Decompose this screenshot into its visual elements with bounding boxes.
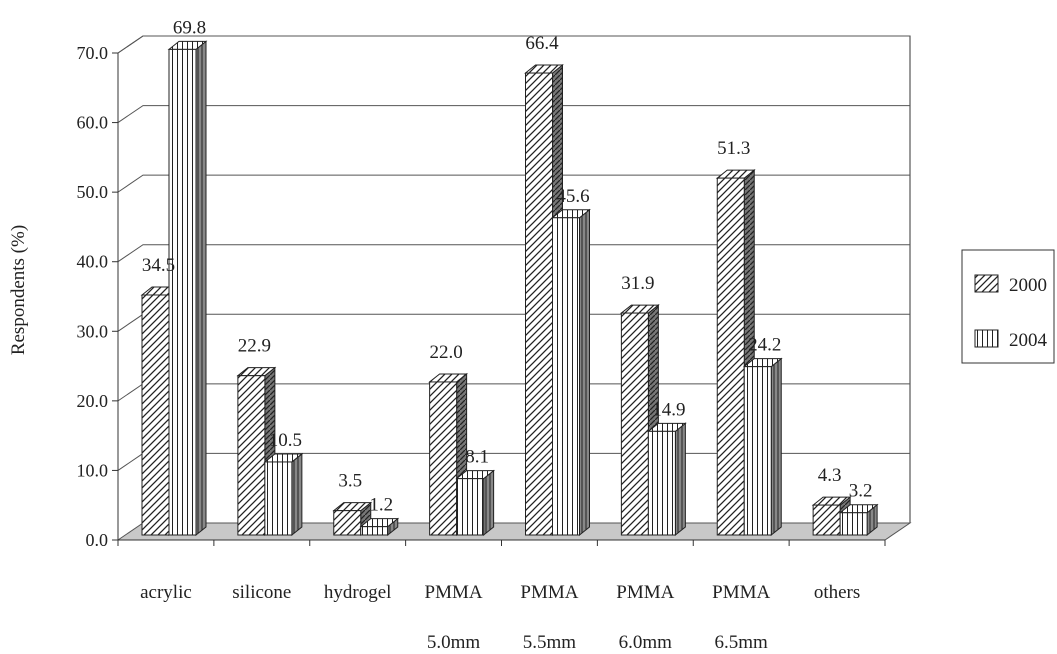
bar-2004-1 xyxy=(263,452,304,537)
value-label-2004-4: 45.6 xyxy=(556,186,589,207)
x-tick-label: PMMA xyxy=(712,582,770,603)
value-label-2000-1: 22.9 xyxy=(238,336,271,357)
bar-front xyxy=(620,312,649,536)
bar-side xyxy=(291,452,303,537)
value-label-2004-3: 8.1 xyxy=(465,447,489,468)
value-label-2000-4: 66.4 xyxy=(525,33,559,54)
gridline xyxy=(117,244,910,263)
bar-front xyxy=(716,177,745,536)
gridline xyxy=(117,383,910,402)
y-axis: 0.0 10.0 20.0 30.0 40.0 50.0 60.0 70.0 xyxy=(77,43,119,550)
x-tick-label: hydrogel xyxy=(324,582,392,603)
x-tick-label: acrylic xyxy=(140,582,192,603)
y-tick-label: 70.0 xyxy=(77,43,109,63)
y-tick-label: 40.0 xyxy=(77,252,109,272)
x-tick-label-sub: 5.0mm xyxy=(427,632,481,653)
value-label-2000-2: 3.5 xyxy=(338,471,362,492)
bar-2004-4 xyxy=(551,208,591,537)
bar-side xyxy=(483,469,495,537)
value-label-2000-0: 34.5 xyxy=(142,255,175,276)
bar-2004-6 xyxy=(742,357,783,537)
y-axis-title: Respondents (%) xyxy=(8,225,29,355)
bar-front xyxy=(552,217,580,536)
bars xyxy=(140,40,879,537)
bar-front xyxy=(456,478,485,536)
bar-front xyxy=(743,366,772,536)
y-tick-label: 50.0 xyxy=(77,182,109,202)
x-tick-label: PMMA xyxy=(425,582,483,603)
bar-front xyxy=(647,430,676,536)
value-label-2004-2: 1.2 xyxy=(369,495,393,516)
x-tick-label: others xyxy=(814,582,860,603)
value-label-2000-5: 31.9 xyxy=(621,273,654,294)
plot-frame xyxy=(117,35,911,540)
gridline xyxy=(117,174,910,193)
x-tick-label: PMMA xyxy=(520,582,578,603)
value-label-2004-5: 14.9 xyxy=(652,399,685,420)
x-tick-label-sub: 5.5mm xyxy=(523,632,577,653)
bar-front xyxy=(360,526,389,536)
y-tick-label: 10.0 xyxy=(77,460,109,480)
legend-label-2004: 2004 xyxy=(1009,330,1048,351)
value-label-2004-0: 69.8 xyxy=(173,17,206,38)
chart-back-wall xyxy=(117,35,911,540)
bar-2000-5 xyxy=(619,304,660,537)
gridline xyxy=(117,313,910,332)
gridline xyxy=(117,105,910,123)
value-label-2000-3: 22.0 xyxy=(430,342,463,363)
y-tick-label: 60.0 xyxy=(77,113,109,133)
value-label-2000-6: 51.3 xyxy=(717,138,750,159)
bar-side xyxy=(195,40,207,537)
bar-2004-3 xyxy=(455,469,496,537)
gridline xyxy=(117,452,910,471)
gridline xyxy=(117,35,910,54)
bar-front xyxy=(168,48,197,536)
value-labels: 34.5 69.8 22.9 10.5 3.5 1.2 22.0 8.1 66.4 45.6 31.… xyxy=(142,17,873,515)
x-axis: acrylic silicone hydrogel PMMA 5.0mm PMMA 5.5m… xyxy=(117,539,886,653)
bar-side xyxy=(579,208,590,537)
bar-front xyxy=(812,504,841,536)
y-tick-label: 20.0 xyxy=(77,391,109,411)
bar-2000-7 xyxy=(811,496,852,537)
y-tick-label: 30.0 xyxy=(77,321,109,341)
legend-swatch-2000 xyxy=(974,274,999,293)
bar-2004-5 xyxy=(646,422,687,537)
chart-floor xyxy=(116,522,912,541)
x-tick-label: silicone xyxy=(232,582,291,603)
bar-front xyxy=(525,72,553,536)
x-tick-label: PMMA xyxy=(616,582,674,603)
bar-front xyxy=(333,510,362,536)
value-label-2004-7: 3.2 xyxy=(849,481,873,502)
x-tick-label-sub: 6.5mm xyxy=(715,632,769,653)
bar-2004-7 xyxy=(838,503,879,537)
bar-2004-0 xyxy=(167,40,208,537)
legend-label-2000: 2000 xyxy=(1009,275,1047,296)
bar-front xyxy=(839,512,868,536)
bar-front xyxy=(264,461,293,536)
value-label-2004-1: 10.5 xyxy=(269,430,302,451)
legend: 2000 2004 xyxy=(961,249,1055,364)
value-label-2000-7: 4.3 xyxy=(818,465,842,486)
y-tick-label: 0.0 xyxy=(86,530,109,550)
bar-front xyxy=(237,375,266,536)
bar-side xyxy=(674,422,686,537)
value-label-2004-6: 24.2 xyxy=(748,335,781,356)
bar-side xyxy=(770,357,782,537)
legend-swatch-2004 xyxy=(974,329,999,348)
bar-front xyxy=(429,381,458,536)
gridlines xyxy=(117,35,910,471)
floor-plane xyxy=(116,522,912,541)
bar-2004-2 xyxy=(359,517,400,537)
x-tick-label-sub: 6.0mm xyxy=(619,632,673,653)
bar-front xyxy=(141,294,170,536)
